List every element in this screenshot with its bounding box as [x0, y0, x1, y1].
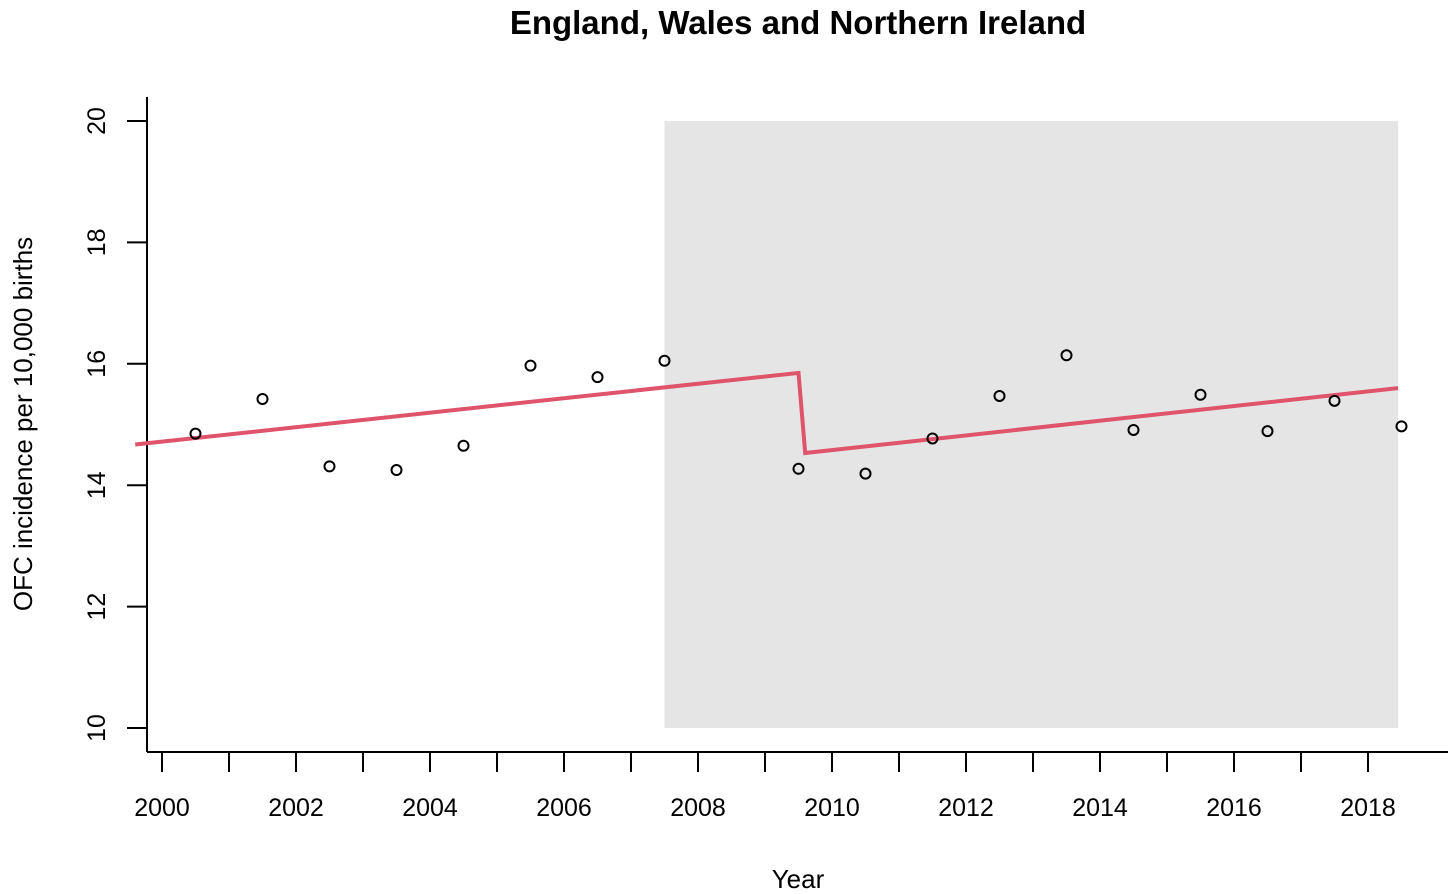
data-point	[524, 359, 537, 372]
data-point	[926, 432, 939, 445]
data-point	[1395, 420, 1408, 433]
y-tick-label: 14	[83, 471, 111, 499]
x-tick-label: 2002	[268, 794, 324, 822]
y-tick-label: 20	[83, 107, 111, 135]
y-tick-label: 16	[83, 350, 111, 378]
x-tick-label: 2000	[134, 794, 190, 822]
axes: 2000 2002 2004 2006 2008 2010 2012 2014 2016 2018…	[83, 97, 1448, 822]
data-point	[792, 462, 805, 475]
data-point	[993, 389, 1006, 402]
x-tick-label: 2018	[1340, 794, 1396, 822]
data-point	[1261, 425, 1274, 438]
chart-title: England, Wales and Northern Ireland	[510, 4, 1086, 41]
data-point	[390, 464, 403, 477]
y-axis-label: OFC incidence per 10,000 births	[8, 237, 38, 611]
data-point	[323, 460, 336, 473]
fit-line-layer	[134, 370, 1399, 456]
data-point	[1127, 423, 1140, 436]
x-tick-label: 2012	[938, 794, 994, 822]
y-tick-label: 10	[83, 714, 111, 742]
x-tick-label: 2010	[804, 794, 860, 822]
x-axis-label: Year	[772, 864, 825, 894]
data-point	[591, 371, 604, 384]
data-point	[457, 439, 470, 452]
data-point	[1060, 349, 1073, 362]
x-tick-label: 2006	[536, 794, 592, 822]
x-tick-label: 2008	[670, 794, 726, 822]
y-tick-label: 12	[83, 593, 111, 621]
data-point	[1328, 394, 1341, 407]
data-point	[189, 427, 202, 440]
data-point	[1194, 388, 1207, 401]
fit-line	[134, 370, 1399, 456]
shaded-region	[664, 121, 1399, 728]
data-point	[658, 354, 671, 367]
y-tick-label: 18	[83, 228, 111, 256]
data-point	[859, 467, 872, 480]
data-point	[256, 393, 269, 406]
data-points-layer	[189, 349, 1408, 480]
shaded-region-layer	[664, 121, 1399, 728]
x-tick-label: 2004	[402, 794, 458, 822]
x-tick-label: 2016	[1206, 794, 1262, 822]
x-tick-label: 2014	[1072, 794, 1128, 822]
